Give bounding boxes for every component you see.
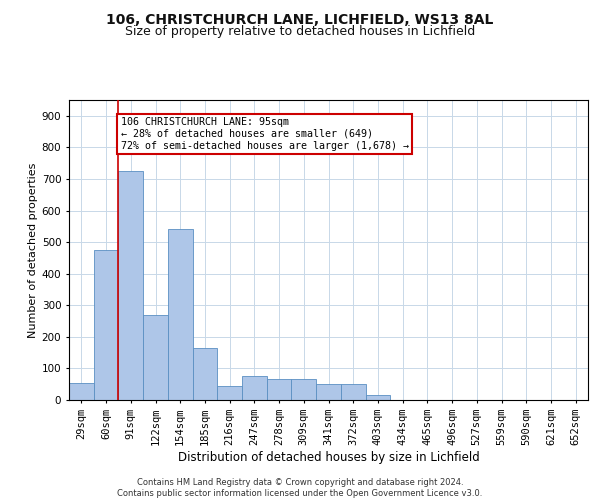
Bar [316, 384, 341, 400]
X-axis label: Distribution of detached houses by size in Lichfield: Distribution of detached houses by size … [178, 450, 479, 464]
Bar [267, 380, 292, 400]
Bar [292, 380, 316, 400]
Bar [143, 314, 168, 400]
Bar [193, 348, 217, 400]
Text: Contains HM Land Registry data © Crown copyright and database right 2024.
Contai: Contains HM Land Registry data © Crown c… [118, 478, 482, 498]
Bar [118, 171, 143, 400]
Bar [168, 230, 193, 400]
Bar [242, 376, 267, 400]
Bar [341, 384, 365, 400]
Bar [69, 382, 94, 400]
Text: 106 CHRISTCHURCH LANE: 95sqm
← 28% of detached houses are smaller (649)
72% of s: 106 CHRISTCHURCH LANE: 95sqm ← 28% of de… [121, 118, 409, 150]
Bar [217, 386, 242, 400]
Text: Size of property relative to detached houses in Lichfield: Size of property relative to detached ho… [125, 25, 475, 38]
Y-axis label: Number of detached properties: Number of detached properties [28, 162, 38, 338]
Bar [94, 250, 118, 400]
Text: 106, CHRISTCHURCH LANE, LICHFIELD, WS13 8AL: 106, CHRISTCHURCH LANE, LICHFIELD, WS13 … [106, 12, 494, 26]
Bar [365, 396, 390, 400]
